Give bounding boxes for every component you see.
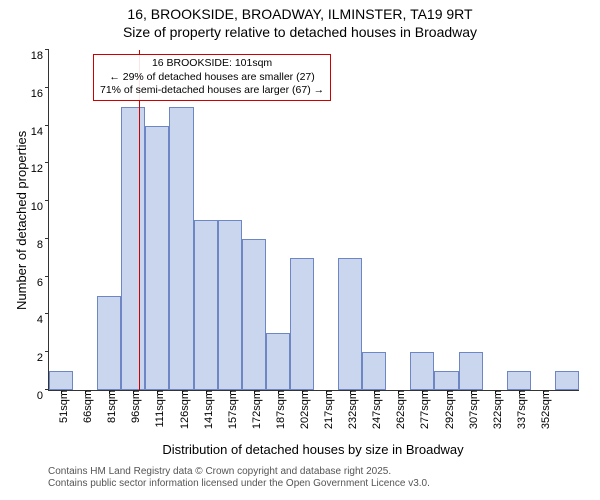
x-tick-label: 217sqm (317, 390, 335, 429)
x-tick-label: 277sqm (413, 390, 431, 429)
y-tick-label: 12 (31, 163, 49, 175)
x-tick-label: 66sqm (76, 390, 94, 423)
x-tick-label: 337sqm (510, 390, 528, 429)
y-tick-mark (45, 125, 49, 126)
y-tick-mark (45, 200, 49, 201)
histogram-bar (145, 126, 169, 390)
annotation-box: 16 BROOKSIDE: 101sqm← 29% of detached ho… (93, 54, 331, 101)
x-tick-label: 322sqm (486, 390, 504, 429)
histogram-bar (290, 258, 314, 390)
chart-container: 16, BROOKSIDE, BROADWAY, ILMINSTER, TA19… (0, 0, 600, 500)
x-tick-label: 352sqm (534, 390, 552, 429)
y-tick-mark (45, 276, 49, 277)
histogram-bar (338, 258, 362, 390)
x-tick-label: 307sqm (462, 390, 480, 429)
x-tick-label: 187sqm (269, 390, 287, 429)
x-tick-label: 157sqm (221, 390, 239, 429)
annotation-line: 71% of semi-detached houses are larger (… (100, 84, 324, 98)
x-tick-label: 202sqm (293, 390, 311, 429)
y-tick-mark (45, 49, 49, 50)
y-tick-label: 6 (37, 277, 49, 289)
x-tick-label: 172sqm (245, 390, 263, 429)
histogram-bar (459, 352, 483, 390)
histogram-bar (555, 371, 579, 390)
y-tick-mark (45, 351, 49, 352)
chart-title-sub: Size of property relative to detached ho… (0, 24, 600, 40)
footer-line-1: Contains HM Land Registry data © Crown c… (48, 466, 391, 477)
histogram-bar (266, 333, 290, 390)
y-tick-label: 2 (37, 352, 49, 364)
x-tick-label: 247sqm (365, 390, 383, 429)
x-tick-label: 126sqm (173, 390, 191, 429)
y-tick-mark (45, 238, 49, 239)
y-tick-mark (45, 162, 49, 163)
histogram-bar (507, 371, 531, 390)
y-tick-label: 16 (31, 88, 49, 100)
y-tick-label: 14 (31, 126, 49, 138)
x-tick-label: 141sqm (197, 390, 215, 429)
histogram-bar (218, 220, 242, 390)
histogram-bar (434, 371, 458, 390)
y-tick-mark (45, 87, 49, 88)
footer-line-2: Contains public sector information licen… (48, 478, 430, 489)
histogram-bar (49, 371, 73, 390)
x-tick-label: 111sqm (148, 390, 166, 428)
histogram-bar (169, 107, 193, 390)
y-tick-label: 4 (37, 314, 49, 326)
y-tick-label: 18 (31, 50, 49, 62)
y-axis-label: Number of detached properties (14, 131, 29, 310)
annotation-line: 16 BROOKSIDE: 101sqm (100, 57, 324, 71)
x-tick-label: 232sqm (341, 390, 359, 429)
y-tick-label: 8 (37, 239, 49, 251)
y-tick-mark (45, 313, 49, 314)
x-tick-label: 96sqm (124, 390, 142, 423)
histogram-bar (97, 296, 121, 390)
histogram-bar (362, 352, 386, 390)
plot-area: 02468101214161851sqm66sqm81sqm96sqm111sq… (48, 50, 579, 391)
histogram-bar (121, 107, 145, 390)
histogram-bar (242, 239, 266, 390)
marker-line (139, 50, 140, 390)
x-tick-label: 51sqm (52, 390, 70, 423)
y-tick-label: 0 (37, 390, 49, 402)
x-tick-label: 81sqm (100, 390, 118, 423)
histogram-bar (410, 352, 434, 390)
y-tick-label: 10 (31, 201, 49, 213)
x-tick-label: 262sqm (389, 390, 407, 429)
annotation-line: ← 29% of detached houses are smaller (27… (100, 71, 324, 85)
histogram-bar (194, 220, 218, 390)
x-axis-label: Distribution of detached houses by size … (48, 442, 578, 457)
x-tick-label: 292sqm (438, 390, 456, 429)
chart-title-main: 16, BROOKSIDE, BROADWAY, ILMINSTER, TA19… (0, 6, 600, 22)
